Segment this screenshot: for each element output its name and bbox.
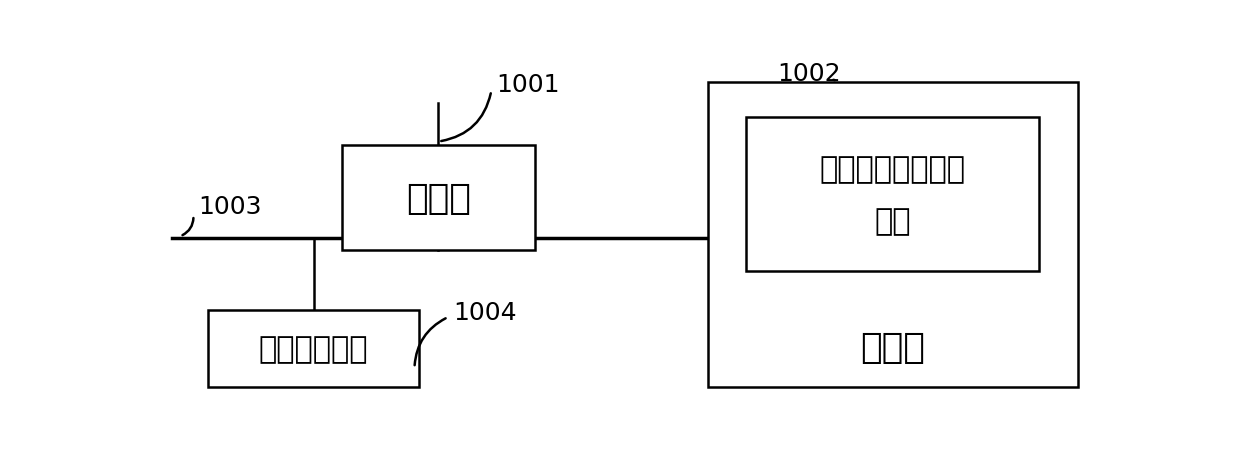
Bar	[342, 146, 534, 251]
Text: 负离子发生器: 负离子发生器	[259, 334, 368, 364]
Bar	[708, 83, 1078, 387]
Text: 空调器的净化控制
程序: 空调器的净化控制 程序	[820, 154, 966, 235]
Text: 1004: 1004	[453, 300, 517, 324]
Text: 1001: 1001	[496, 72, 559, 96]
Text: 1002: 1002	[777, 62, 842, 86]
Text: 处理器: 处理器	[405, 181, 471, 215]
Text: 存储器: 存储器	[861, 330, 925, 364]
Bar	[208, 310, 419, 387]
Text: 1003: 1003	[198, 195, 262, 219]
Bar	[746, 118, 1039, 272]
